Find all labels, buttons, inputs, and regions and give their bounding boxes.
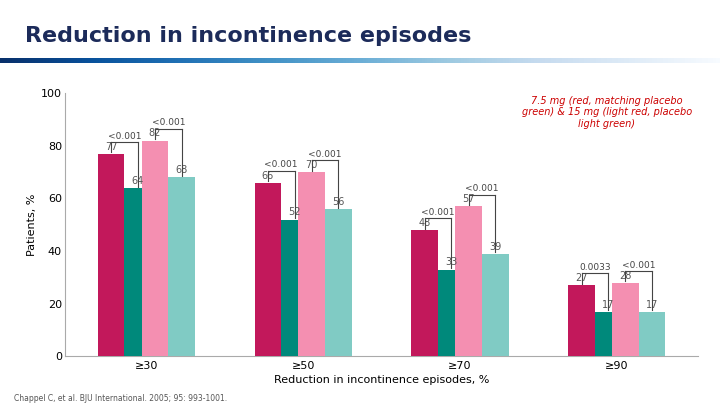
Bar bbox=[98, 154, 125, 356]
Text: Chappel C, et al. BJU International. 2005; 95: 993-1001.: Chappel C, et al. BJU International. 200… bbox=[14, 394, 228, 403]
Bar bbox=[568, 285, 595, 356]
Text: <0.001: <0.001 bbox=[108, 132, 141, 141]
Text: 66: 66 bbox=[262, 171, 274, 181]
Text: 48: 48 bbox=[418, 218, 431, 228]
Text: 52: 52 bbox=[288, 207, 301, 217]
Text: 70: 70 bbox=[305, 160, 318, 170]
Text: 64: 64 bbox=[132, 176, 144, 186]
Text: <0.001: <0.001 bbox=[264, 160, 298, 169]
Text: <0.001: <0.001 bbox=[622, 260, 655, 270]
Text: 39: 39 bbox=[489, 242, 501, 252]
Text: <0.001: <0.001 bbox=[421, 208, 455, 217]
X-axis label: Reduction in incontinence episodes, %: Reduction in incontinence episodes, % bbox=[274, 375, 490, 386]
Y-axis label: Patients, %: Patients, % bbox=[27, 194, 37, 256]
Text: 28: 28 bbox=[619, 271, 631, 281]
Bar bbox=[282, 220, 308, 356]
Text: 68: 68 bbox=[176, 165, 188, 175]
Bar bbox=[142, 141, 168, 356]
Bar bbox=[299, 172, 325, 356]
Text: 33: 33 bbox=[445, 258, 457, 267]
Bar bbox=[325, 209, 352, 356]
Text: 7.5 mg (red, matching placebo
green) & 15 mg (light red, placebo
light green): 7.5 mg (red, matching placebo green) & 1… bbox=[522, 96, 692, 129]
Text: 77: 77 bbox=[105, 142, 117, 151]
Text: <0.001: <0.001 bbox=[308, 150, 342, 159]
Bar bbox=[438, 270, 464, 356]
Text: 82: 82 bbox=[149, 128, 161, 139]
Text: Reduction in incontinence episodes: Reduction in incontinence episodes bbox=[25, 26, 472, 46]
Text: <0.001: <0.001 bbox=[151, 118, 185, 127]
Bar bbox=[612, 283, 639, 356]
Bar bbox=[639, 312, 665, 356]
Bar bbox=[455, 207, 482, 356]
Text: 27: 27 bbox=[575, 273, 588, 283]
Text: 17: 17 bbox=[602, 300, 614, 309]
Bar bbox=[411, 230, 438, 356]
Bar bbox=[125, 188, 151, 356]
Text: <0.001: <0.001 bbox=[465, 184, 499, 193]
Bar bbox=[255, 183, 282, 356]
Text: 17: 17 bbox=[646, 300, 658, 309]
Bar bbox=[482, 254, 508, 356]
Text: 57: 57 bbox=[462, 194, 475, 204]
Bar bbox=[595, 312, 621, 356]
Text: 56: 56 bbox=[333, 197, 345, 207]
Text: 0.0033: 0.0033 bbox=[579, 263, 611, 272]
Bar bbox=[168, 177, 195, 356]
